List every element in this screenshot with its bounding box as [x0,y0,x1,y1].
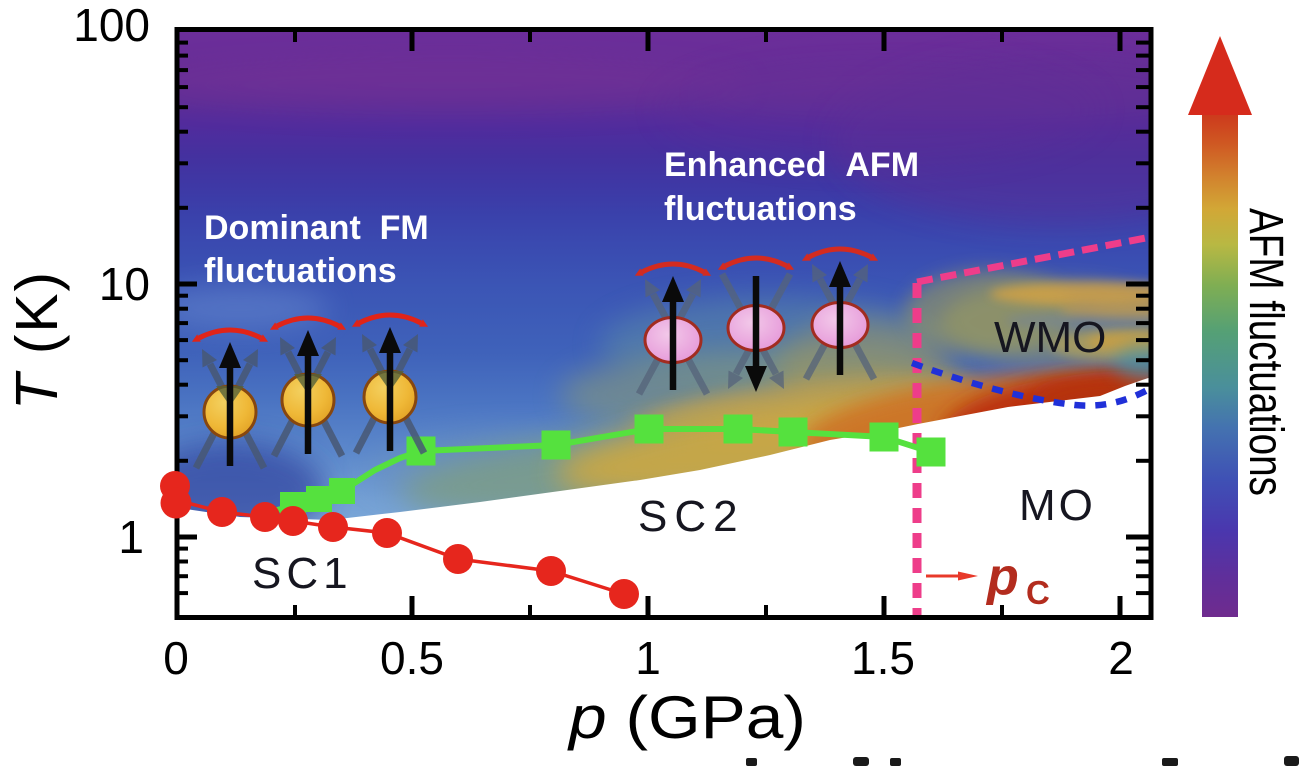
svg-text:p: p [985,548,1019,606]
svg-text:fluctuations: fluctuations [664,190,857,228]
svg-text:Enhanced AFM: Enhanced AFM [664,146,919,184]
svg-text:1: 1 [635,632,661,684]
svg-text:AFM fluctuations: AFM fluctuations [1239,208,1292,496]
svg-text:p (GPa): p (GPa) [567,684,806,751]
svg-text:T (K): T (K) [4,272,70,410]
svg-text:SC1: SC1 [252,549,353,598]
svg-text:C: C [1026,574,1050,611]
svg-text:2: 2 [1108,632,1134,684]
svg-text:1.5: 1.5 [851,632,915,684]
svg-text:fluctuations: fluctuations [204,252,397,290]
svg-text:0: 0 [163,632,189,684]
svg-text:SC2: SC2 [638,492,745,541]
svg-text:1: 1 [118,511,144,563]
svg-text:0.5: 0.5 [380,632,444,684]
svg-text:Dominant FM: Dominant FM [204,209,429,247]
svg-text:100: 100 [73,0,150,51]
svg-text:WMO: WMO [994,313,1106,362]
svg-text:10: 10 [99,258,150,310]
svg-text:MO: MO [1019,481,1096,530]
